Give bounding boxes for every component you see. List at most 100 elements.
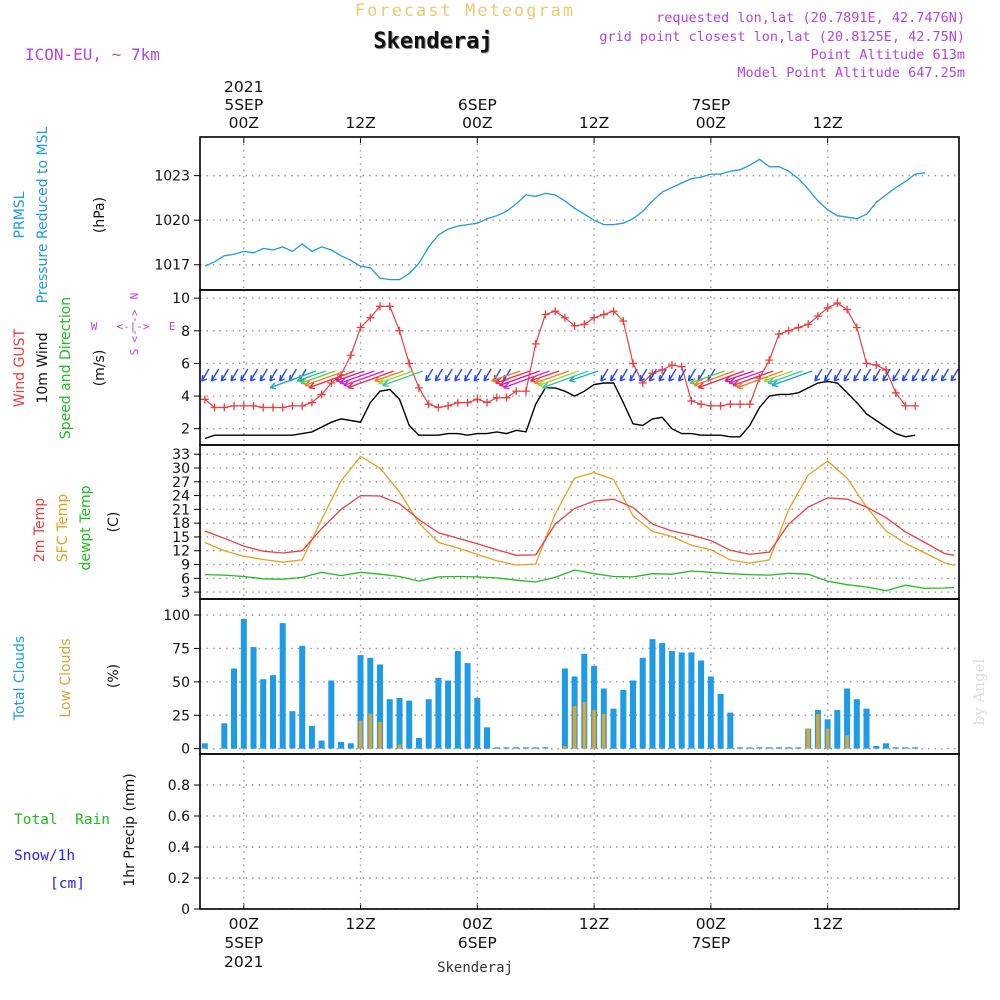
- total-cloud-bar: [863, 708, 870, 749]
- sfc-temp-label: SFC Temp: [55, 494, 71, 563]
- model-label: ICON-EU, ~ 7km: [25, 45, 160, 64]
- total-cloud-bar: [377, 664, 383, 749]
- total-cloud-bar: [844, 688, 851, 749]
- y-tick-label: 9: [181, 558, 190, 574]
- wind-direction-arrow: [771, 370, 813, 388]
- wind-gust-marker: [200, 395, 209, 404]
- wind-direction-arrow: [833, 368, 842, 382]
- wind-gust-marker: [220, 403, 229, 412]
- total-cloud-bar: [386, 699, 393, 749]
- total-cloud-bar: [454, 651, 461, 749]
- total-cloud-bar: [445, 680, 452, 749]
- wind-direction-arrow: [483, 368, 492, 382]
- wind-direction-arrow: [444, 368, 453, 382]
- total-cloud-bar: [776, 747, 782, 749]
- location-title: Skenderaj: [373, 29, 492, 54]
- wind-gust-marker: [706, 401, 715, 410]
- wind-gust-marker: [852, 323, 861, 332]
- panel-frame: [199, 753, 960, 910]
- wind-gust-marker: [745, 400, 754, 409]
- panel-frame: [199, 136, 960, 291]
- total-cloud-bar: [659, 643, 666, 749]
- bottom-date-label: 5SEP: [224, 934, 263, 952]
- total-cloud-bar: [766, 747, 773, 749]
- total-cloud-bar: [270, 675, 276, 749]
- y-tick-label: 15: [172, 530, 190, 546]
- wind-gust-marker: [726, 400, 735, 409]
- wind-direction-arrow: [843, 368, 852, 382]
- total-cloud-bar: [299, 645, 306, 749]
- wind-gust-marker: [327, 379, 336, 387]
- wind-direction-arrow: [668, 368, 677, 382]
- bottom-time-axis: 00Z 12Z 00Z 12Z 00Z 12Z 5SEP 6SEP 7SEP 2021: [224, 903, 843, 971]
- temp-unit: (C): [106, 512, 122, 533]
- wind-gust-marker: [424, 400, 433, 409]
- y-tick-label: 8: [181, 324, 190, 340]
- total-cloud-bar: [250, 647, 257, 749]
- wind-direction-arrow: [220, 368, 229, 382]
- wind-gust-marker: [453, 398, 462, 407]
- wind-gust-marker: [356, 323, 365, 332]
- wind-direction-arrow: [736, 370, 784, 390]
- y-tick-label: 0: [181, 902, 190, 918]
- t2m-line: [204, 494, 955, 556]
- pressure-line: [204, 158, 925, 281]
- wind-direction-arrow: [382, 370, 424, 388]
- wind-direction-arrow: [629, 368, 638, 382]
- wind-gust-marker: [473, 395, 482, 404]
- wind-direction-arrow: [201, 368, 210, 382]
- low-cloud-bar: [806, 728, 810, 749]
- precip-axis-label: 1hr Precip (mm): [122, 773, 138, 886]
- wind-direction-arrow: [542, 370, 589, 390]
- compass-n: N: [128, 293, 141, 300]
- wind-gust-marker: [463, 398, 472, 407]
- top-year-label: 2021: [224, 78, 263, 96]
- header: Forecast Meteogram Skenderaj ICON-EU, ~ …: [25, 1, 965, 81]
- wind-direction-arrow: [230, 368, 239, 382]
- y-tick-label: 21: [172, 502, 190, 518]
- total-cloud-bar: [639, 657, 646, 749]
- wind-gust-marker: [249, 401, 258, 410]
- wind-gust-marker: [843, 305, 852, 314]
- low-cloud-bar: [845, 735, 849, 749]
- low-cloud-bar: [378, 721, 382, 749]
- wind-gust-marker: [268, 403, 277, 412]
- total-cloud-bar: [279, 623, 286, 749]
- wind-direction-arrow: [892, 368, 901, 382]
- wind-unit: (m/s): [92, 350, 108, 387]
- wind-gust-marker: [599, 310, 608, 319]
- total-cloud-bar: [581, 653, 588, 749]
- total-cloud-bar: [902, 747, 909, 749]
- top-hour-tick-label: 12Z: [345, 114, 375, 132]
- wind-gust-marker: [230, 401, 239, 410]
- wind-gust-label: Wind GUST: [12, 328, 28, 407]
- y-tick-label: 24: [172, 489, 190, 505]
- panels: 1017102010232468103691215182124273033025…: [154, 136, 960, 918]
- total-cloud-bar: [240, 619, 247, 749]
- wind-direction-arrow: [658, 368, 667, 382]
- y-tick-label: 50: [172, 675, 190, 691]
- y-tick-label: 6: [181, 571, 190, 587]
- compass-e: E: [169, 320, 176, 333]
- sfc-temp-line: [204, 455, 955, 567]
- total-cloud-bar: [503, 747, 510, 749]
- requested-coordinates: requested lon,lat (20.7891E, 42.7476N): [656, 10, 965, 26]
- snow-unit: [cm]: [50, 876, 85, 892]
- wind-gust-marker: [804, 320, 813, 329]
- total-cloud-bar: [231, 668, 237, 749]
- wind-gust-marker: [823, 303, 832, 312]
- total-cloud-bar: [357, 655, 364, 749]
- y-tick-label: 30: [172, 461, 190, 477]
- wind-gust-marker: [405, 359, 414, 368]
- total-cloud-bar: [328, 680, 335, 749]
- low-clouds-label: Low Clouds: [58, 638, 74, 717]
- total-cloud-bar: [347, 743, 354, 749]
- y-tick-label: 1020: [154, 213, 190, 229]
- wind-gust-marker: [541, 310, 550, 319]
- total-cloud-bar: [415, 738, 422, 749]
- wind-gust-marker: [210, 403, 219, 412]
- top-date-label: 5SEP: [224, 96, 263, 114]
- total-cloud-bar: [707, 676, 714, 749]
- chart-subtitle: Forecast Meteogram: [355, 1, 575, 21]
- y-tick-label: 27: [172, 475, 190, 491]
